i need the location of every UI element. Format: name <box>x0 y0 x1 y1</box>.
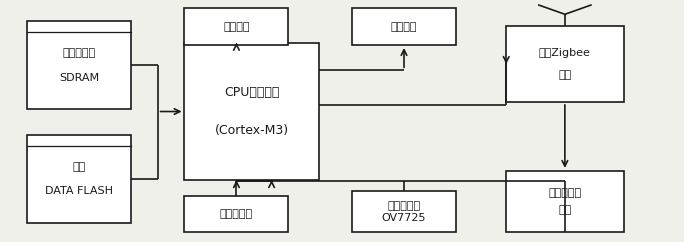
Text: 模块: 模块 <box>558 70 572 80</box>
Text: 外部: 外部 <box>73 162 86 172</box>
Text: SDRAM: SDRAM <box>59 73 99 83</box>
Bar <box>352 8 456 45</box>
Text: CPU处理模块: CPU处理模块 <box>224 86 279 99</box>
Text: 图像传感器: 图像传感器 <box>387 201 421 211</box>
Bar <box>352 191 456 233</box>
Text: 温度传感器: 温度传感器 <box>549 188 581 198</box>
Bar <box>185 43 319 180</box>
Bar <box>185 8 289 45</box>
Text: 电源模块: 电源模块 <box>223 22 250 32</box>
Text: (Cortex-M3): (Cortex-M3) <box>215 124 289 137</box>
Bar <box>27 21 131 109</box>
Text: 模块: 模块 <box>558 205 572 215</box>
Text: 无线Zigbee: 无线Zigbee <box>539 48 591 59</box>
Text: 外部存储器: 外部存储器 <box>62 48 96 58</box>
Text: DATA FLASH: DATA FLASH <box>45 186 113 197</box>
Text: 电机运动: 电机运动 <box>391 22 417 32</box>
Bar <box>506 171 624 233</box>
Bar <box>27 135 131 223</box>
Text: 红外探测器: 红外探测器 <box>220 209 253 219</box>
Text: OV7725: OV7725 <box>382 212 426 223</box>
Bar <box>506 26 624 102</box>
Bar <box>185 196 289 233</box>
